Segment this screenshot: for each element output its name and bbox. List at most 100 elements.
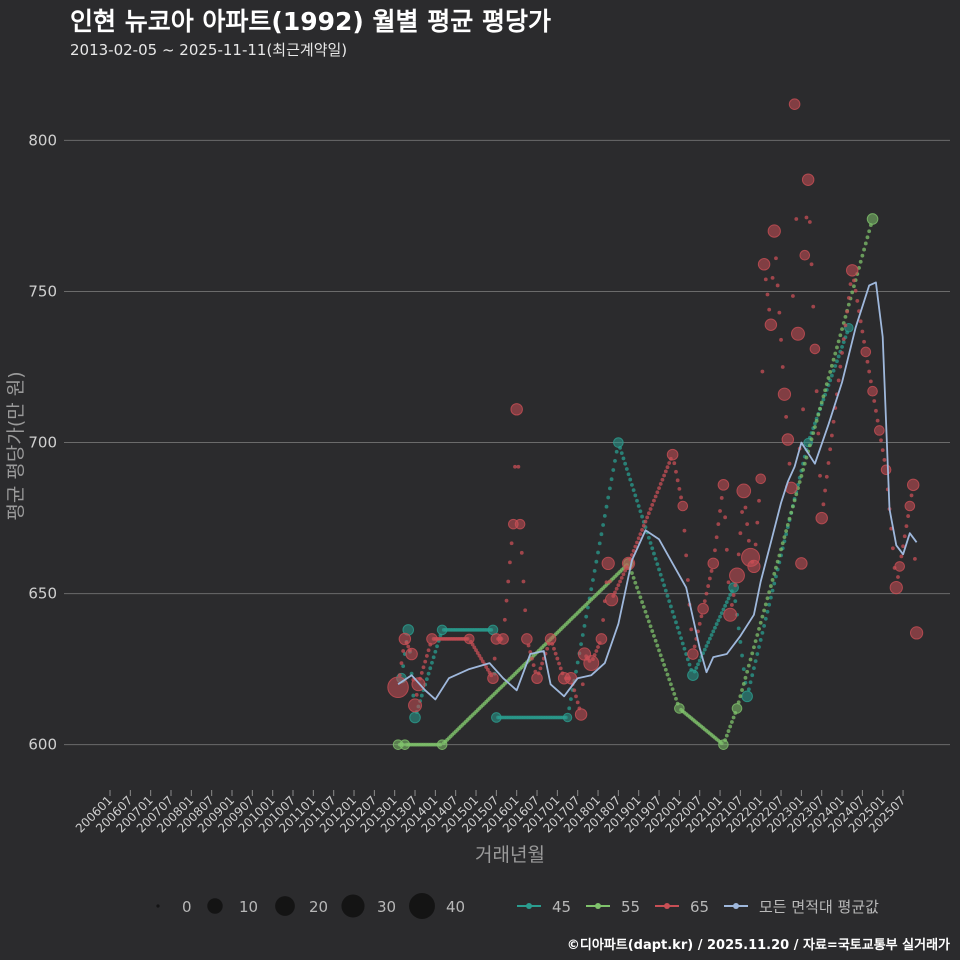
data-point (880, 464, 892, 476)
trail-dot (813, 425, 817, 429)
trail-dot (631, 488, 636, 493)
trail-dot (860, 253, 865, 258)
trail-dot (696, 662, 700, 667)
data-point (674, 703, 685, 714)
trail-dot (630, 571, 634, 575)
trail-dot (540, 661, 545, 666)
trail-dot (538, 666, 543, 671)
trail-dot (836, 378, 841, 383)
trail-dot (623, 568, 628, 573)
trail-dot (760, 630, 765, 635)
trail-dot (809, 262, 814, 267)
trail-dot (662, 663, 667, 667)
data-point (677, 500, 689, 512)
trail-dot (753, 542, 758, 547)
trail-dot (653, 494, 658, 499)
data-point (717, 479, 730, 491)
trail-dot (475, 651, 480, 655)
data-point (906, 478, 920, 492)
trail-dot (733, 599, 738, 604)
trail-dot (692, 644, 697, 649)
trail-dot (421, 665, 426, 670)
trail-dot (477, 653, 482, 658)
trail-dot (755, 652, 760, 656)
trail-dot (619, 576, 624, 580)
trail-dot (492, 656, 497, 661)
trail-dot (579, 642, 583, 647)
trail-dot (665, 465, 670, 470)
data-point (405, 647, 418, 661)
trail-dot (682, 528, 687, 533)
trail-dot (821, 502, 826, 507)
trail-dot (614, 586, 619, 591)
trail-dot (596, 645, 600, 649)
trail-dot (840, 344, 844, 349)
trail-dot (763, 277, 768, 282)
trail-dot (772, 581, 777, 586)
trail-dot (426, 671, 431, 676)
trail-dot (650, 502, 655, 507)
data-point (741, 690, 753, 703)
trail-dot (767, 307, 772, 312)
legend: 0 10 20 30 40 45 55 65 모든 면적대 평균값 (156, 893, 879, 919)
trail-dot (657, 567, 661, 572)
trail-dot (631, 548, 636, 553)
trail-dot (853, 288, 858, 293)
trail-dot (679, 495, 683, 500)
trail-dot (706, 640, 711, 645)
trail-dot (738, 694, 743, 699)
trail-dot (845, 309, 850, 314)
data-point (707, 557, 720, 570)
trail-dot (804, 455, 809, 460)
trail-dot (660, 658, 665, 662)
trail-dot (757, 626, 761, 631)
data-point (426, 633, 438, 645)
trail-dot (757, 498, 761, 503)
trail-dot (765, 596, 770, 601)
trail-dot (801, 467, 805, 472)
data-point (409, 711, 421, 724)
trail-dot (875, 418, 880, 423)
trail-dot (574, 669, 578, 674)
data-point (491, 712, 502, 723)
trail-dot (621, 572, 626, 577)
trail-dot (736, 552, 741, 557)
trail-dot (768, 595, 773, 600)
trail-dot (558, 666, 563, 671)
trail-dot (667, 677, 672, 682)
trail-dot (811, 304, 816, 309)
trail-dot (631, 576, 636, 580)
trail-dot (431, 655, 436, 660)
trail-dot (901, 544, 905, 549)
trail-dot (679, 636, 683, 641)
trail-dot (616, 583, 621, 588)
trail-dot (557, 661, 561, 666)
trail-dot (509, 541, 514, 546)
trail-dot (724, 600, 729, 605)
trail-dot (782, 535, 787, 540)
trail-dot (697, 621, 702, 626)
trail-dot (638, 595, 643, 600)
trail-dot (699, 614, 704, 619)
data-point (767, 224, 781, 238)
data-point (387, 676, 409, 699)
trail-dot (426, 648, 431, 653)
trail-dot (775, 283, 780, 288)
data-point (463, 633, 475, 645)
trail-dot (714, 535, 719, 540)
data-point (866, 213, 879, 225)
trail-dot (767, 602, 772, 607)
series-layer (387, 98, 924, 750)
data-point (860, 346, 872, 358)
data-point (815, 511, 828, 525)
trail-dot (424, 654, 429, 658)
trail-dot (674, 469, 678, 474)
trail-dot (724, 547, 729, 552)
trail-dot (713, 625, 717, 630)
trail-dot (580, 682, 585, 687)
trail-dot (718, 509, 722, 513)
data-point (514, 518, 526, 530)
trail-dot (474, 648, 478, 653)
trail-dot (733, 583, 738, 588)
data-point (408, 698, 423, 713)
